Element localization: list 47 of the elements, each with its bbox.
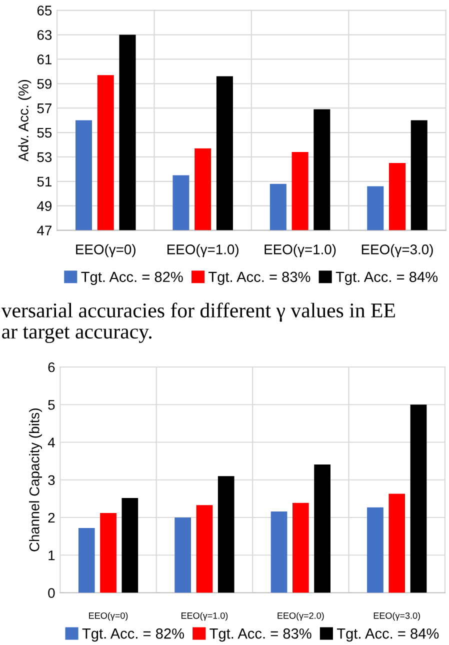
legend-label: Tgt. Acc. = 84%	[336, 628, 439, 642]
x-tick-label: EEO(γ=1.0)	[264, 244, 336, 258]
y-tick-label: 63	[37, 30, 52, 40]
legend-label: Tgt. Acc. = 82%	[81, 272, 183, 285]
y-tick-label: 53	[37, 152, 52, 162]
bar	[78, 528, 95, 593]
x-tick-label: EEO(γ=0)	[89, 612, 128, 621]
x-tick-label: EEO(γ=2.0)	[278, 612, 324, 621]
bar	[367, 507, 384, 593]
y-tick-label: 5	[48, 400, 55, 410]
legend-label: Tgt. Acc. = 84%	[336, 272, 438, 285]
x-tick-label: EEO(γ=0)	[76, 244, 136, 258]
y-tick-label: 6	[48, 362, 55, 372]
bar	[196, 505, 213, 593]
legend-label: Tgt. Acc. = 83%	[208, 272, 310, 285]
y-tick-label: 61	[37, 54, 52, 64]
y-tick-label: 55	[37, 128, 52, 138]
y-tick-label: 57	[37, 104, 52, 114]
x-tick-label: EEO(γ=3.0)	[362, 244, 433, 258]
bar	[270, 511, 288, 593]
x-tick-label: EEO(γ=1.0)	[182, 612, 228, 621]
y-tick-label: 51	[37, 176, 52, 187]
legend-label: Tgt. Acc. = 83%	[210, 628, 312, 642]
y-tick-label: 47	[37, 226, 52, 236]
bar	[410, 404, 427, 593]
x-tick-label: EEO(γ=1.0)	[168, 244, 238, 258]
y-axis-title: Adv. Acc. (%)	[18, 80, 32, 162]
bar	[174, 518, 191, 593]
bar	[388, 494, 406, 593]
y-tick-label: 0	[48, 588, 55, 598]
y-tick-label: 3	[48, 475, 55, 486]
y-axis-title: Channel Capacity (bits)	[29, 408, 42, 552]
y-tick-label: 4	[48, 438, 55, 448]
y-tick-label: 65	[37, 6, 52, 16]
bar	[314, 464, 330, 593]
bar	[218, 476, 234, 593]
legend-label: Tgt. Acc. = 82%	[82, 628, 184, 642]
bar	[100, 512, 116, 593]
y-tick-label: 1	[48, 550, 55, 560]
text: versarial accuracies for different γ values in EE	[1, 302, 395, 322]
bar	[292, 502, 309, 593]
y-tick-label: 49	[37, 201, 52, 211]
text: ar target accuracy.	[2, 326, 152, 343]
bar	[122, 498, 138, 593]
x-tick-label: EEO(γ=3.0)	[374, 612, 420, 621]
y-tick-label: 2	[48, 512, 55, 523]
y-tick-label: 59	[37, 78, 52, 89]
